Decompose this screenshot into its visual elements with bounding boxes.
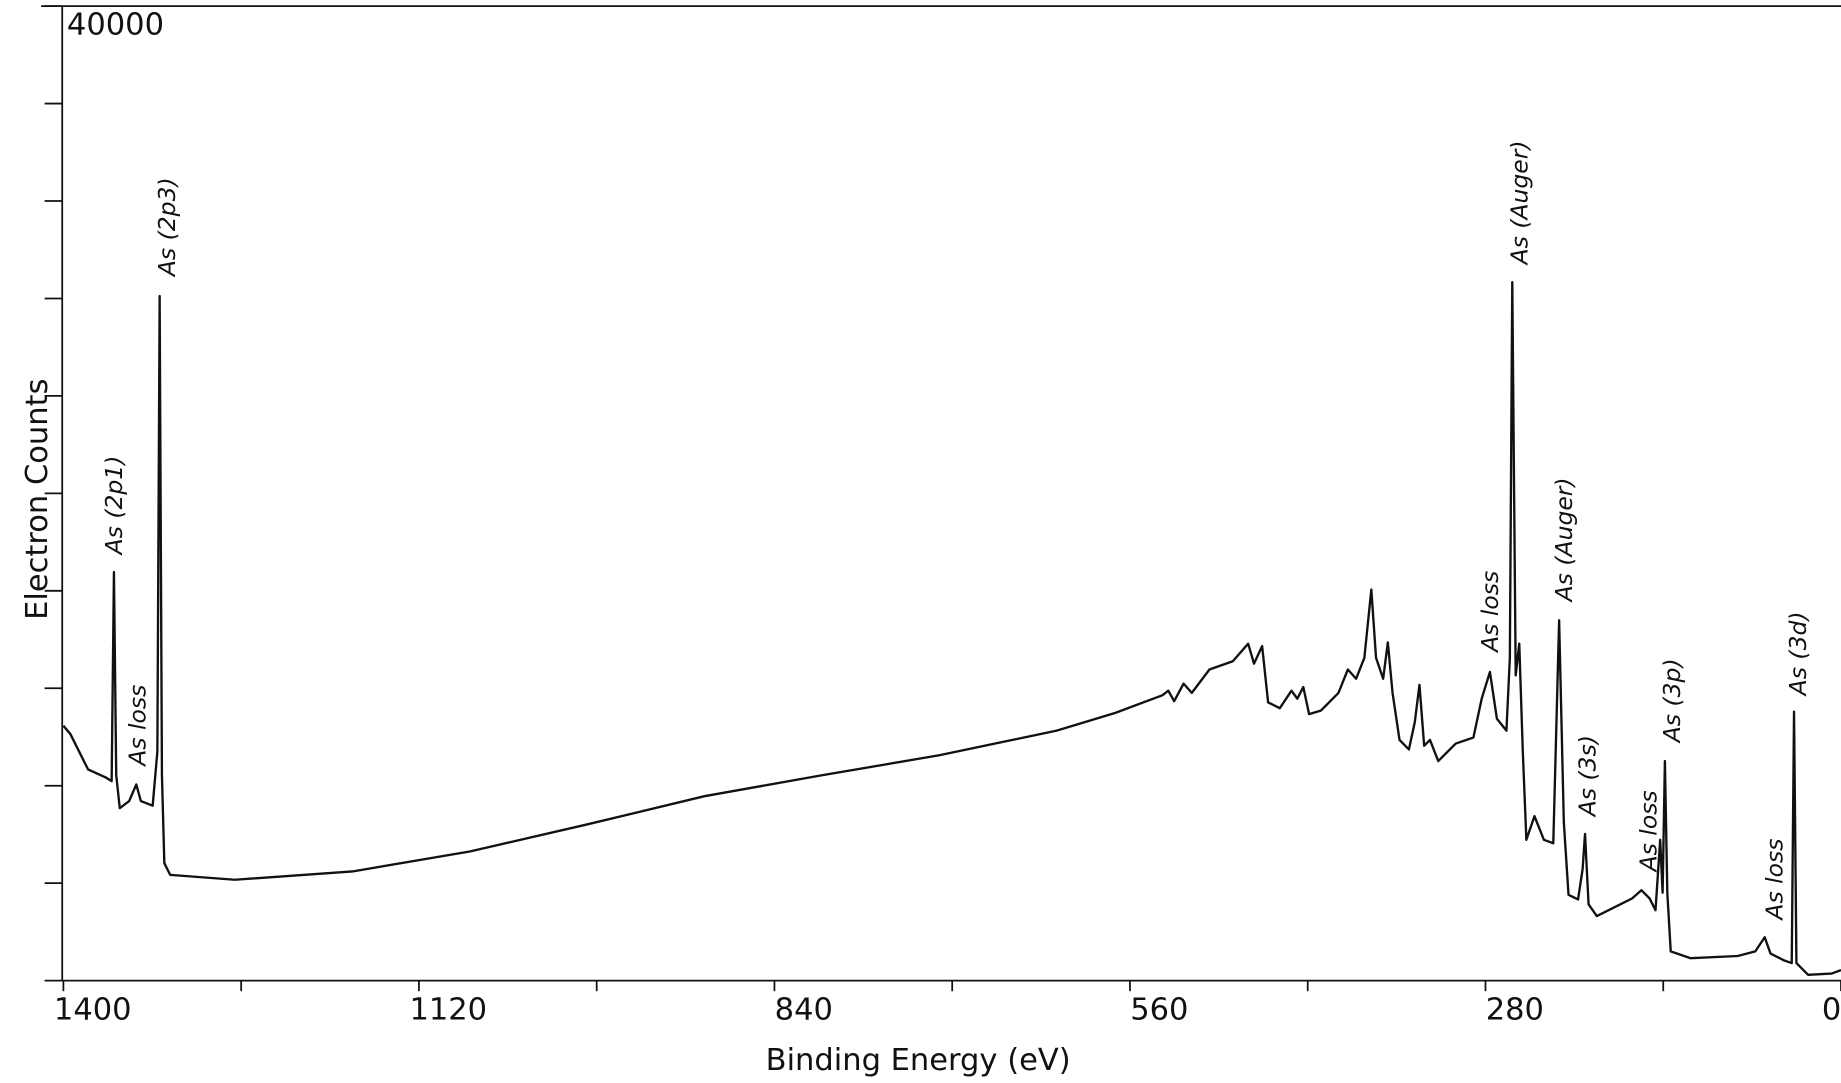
x-tick-label: 280 (1486, 992, 1544, 1027)
spectrum-line (62, 280, 1841, 976)
x-tick-label: 840 (775, 992, 833, 1027)
peak-annotation: As loss (124, 685, 152, 768)
peak-annotation: As (3d) (1784, 611, 1812, 697)
y-tick-label: 40000 (67, 7, 164, 42)
peak-annotation: As (2p1) (100, 456, 128, 557)
x-tick-label: 1120 (409, 992, 487, 1027)
y-axis-title: Electron Counts (20, 379, 55, 620)
peak-annotation: As (Auger) (1506, 140, 1534, 266)
peak-annotation: As loss (1476, 571, 1504, 654)
x-axis-title: Binding Energy (eV) (766, 1043, 1071, 1078)
peak-annotation: As (3p) (1658, 658, 1686, 744)
peak-annotation: As loss (1760, 838, 1788, 921)
x-tick-label: 560 (1130, 992, 1188, 1027)
peak-annotation: As (3s) (1574, 735, 1602, 818)
x-tick-label: 0 (1822, 992, 1841, 1027)
peak-annotation: As (2p3) (153, 177, 181, 278)
peak-annotation: As (Auger) (1550, 477, 1578, 603)
x-tick-label: 1400 (54, 992, 132, 1027)
peak-annotation: As loss (1635, 790, 1663, 873)
